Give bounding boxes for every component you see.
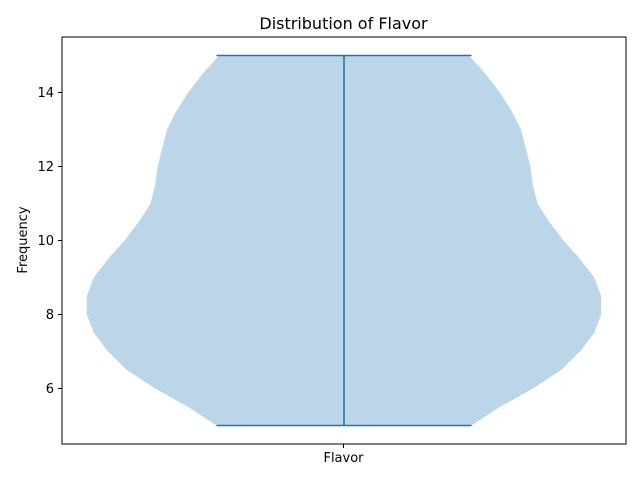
y-tick-label: 8 — [46, 308, 54, 323]
x-axis-label: Flavor — [323, 451, 364, 466]
y-tick-label: 12 — [37, 160, 54, 175]
y-axis-label: Frequency — [16, 206, 31, 273]
y-tick-label: 14 — [37, 86, 54, 101]
chart-title: Distribution of Flavor — [259, 14, 428, 33]
y-tick-label: 10 — [37, 234, 54, 249]
plot-area — [61, 36, 627, 445]
y-axis-ticks: 6 8 10 12 14 — [37, 86, 62, 397]
y-tick-label: 6 — [46, 382, 54, 397]
